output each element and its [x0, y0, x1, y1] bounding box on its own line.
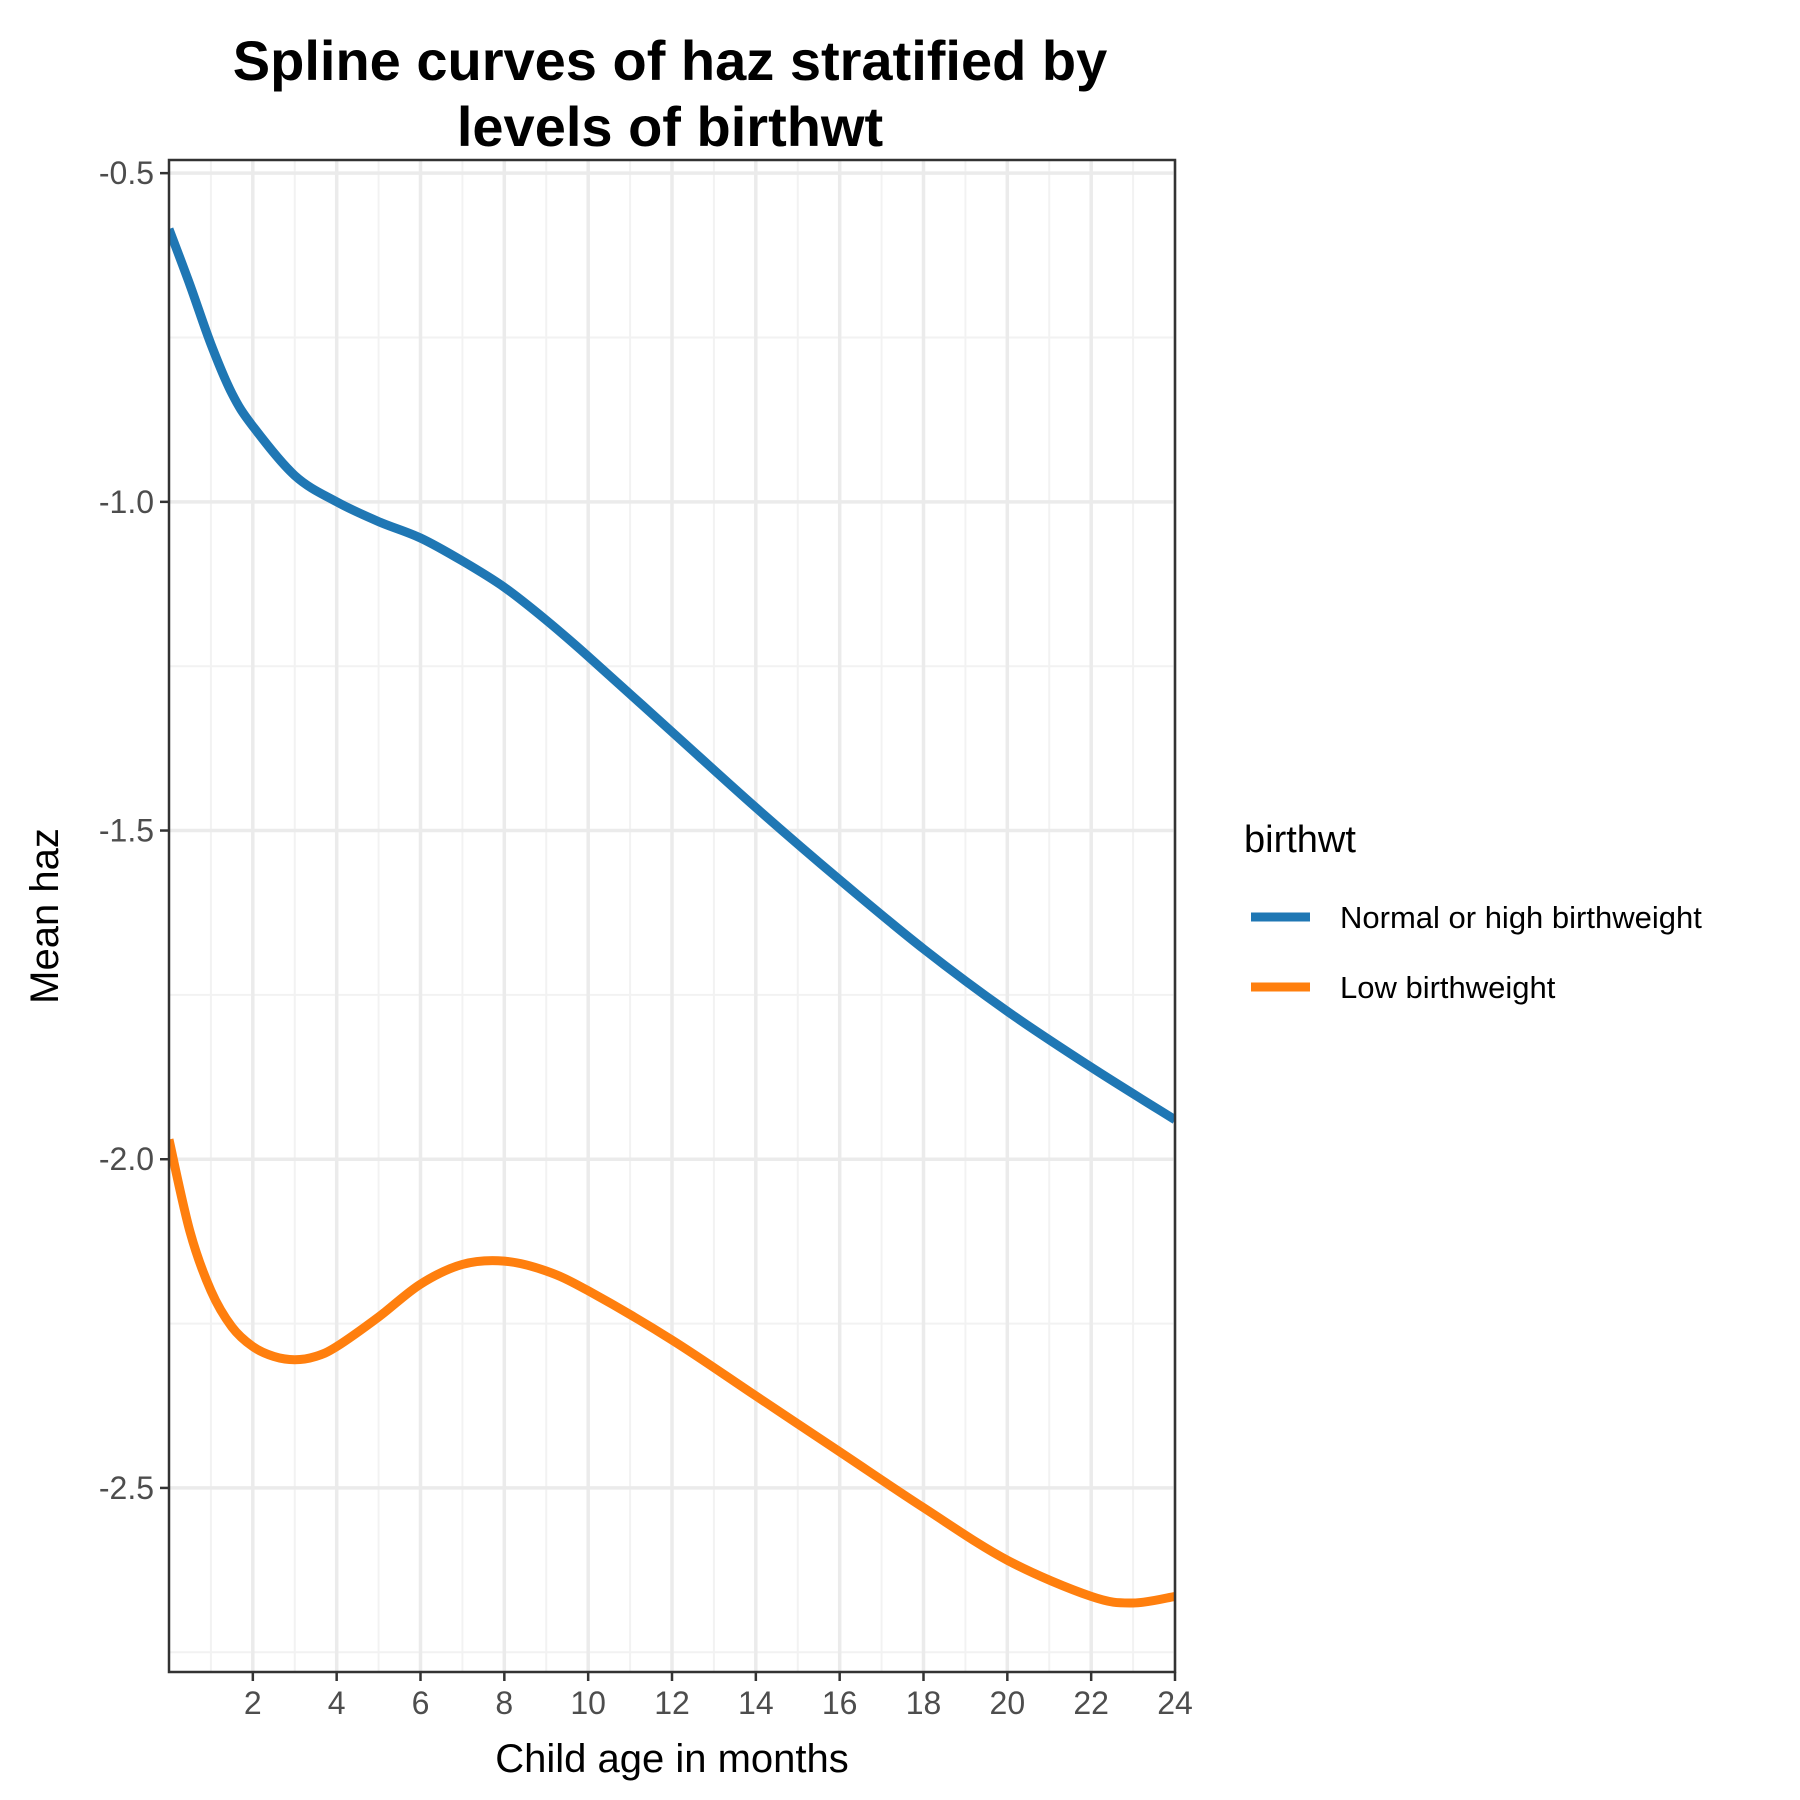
- x-tick-label: 20: [990, 1685, 1026, 1721]
- x-axis: 2 4 6 8 10 12 14 16 18 20 22 24: [244, 1672, 1193, 1721]
- x-tick-label: 10: [570, 1685, 606, 1721]
- chart-title-line: levels of birthwt: [457, 95, 883, 158]
- x-tick-label: 4: [328, 1685, 346, 1721]
- x-tick-label: 12: [654, 1685, 690, 1721]
- y-axis: -0.5 -1.0 -1.5 -2.0 -2.5: [99, 155, 169, 1506]
- legend: birthwt Normal or high birthweight Low bi…: [1244, 819, 1702, 1005]
- series-line-1: [169, 1138, 1175, 1608]
- x-tick-label: 24: [1157, 1685, 1193, 1721]
- chart-title: Spline curves of haz stratified bylevels…: [233, 29, 1107, 158]
- y-tick-label: -1.0: [99, 484, 154, 520]
- legend-label-0: Normal or high birthweight: [1340, 900, 1702, 935]
- y-tick-label: -2.0: [99, 1141, 154, 1177]
- legend-title: birthwt: [1244, 819, 1356, 861]
- series-lines: [169, 227, 1175, 1608]
- major-gridlines: [169, 160, 1177, 1672]
- x-tick-label: 18: [906, 1685, 942, 1721]
- legend-label-1: Low birthweight: [1340, 970, 1556, 1005]
- x-axis-title: Child age in months: [495, 1737, 849, 1781]
- x-tick-label: 22: [1073, 1685, 1109, 1721]
- chart-title-line: Spline curves of haz stratified by: [233, 29, 1107, 92]
- x-tick-label: 6: [412, 1685, 430, 1721]
- y-tick-label: -1.5: [99, 813, 154, 849]
- series-line-0: [169, 227, 1175, 1124]
- y-axis-title: Mean haz: [23, 828, 67, 1004]
- x-tick-label: 8: [495, 1685, 513, 1721]
- y-tick-label: -0.5: [99, 155, 154, 191]
- legend-items: Normal or high birthweight Low birthweigh…: [1251, 900, 1702, 1005]
- x-tick-label: 16: [822, 1685, 858, 1721]
- y-tick-label: -2.5: [99, 1470, 154, 1506]
- x-tick-label: 2: [244, 1685, 262, 1721]
- x-tick-label: 14: [738, 1685, 774, 1721]
